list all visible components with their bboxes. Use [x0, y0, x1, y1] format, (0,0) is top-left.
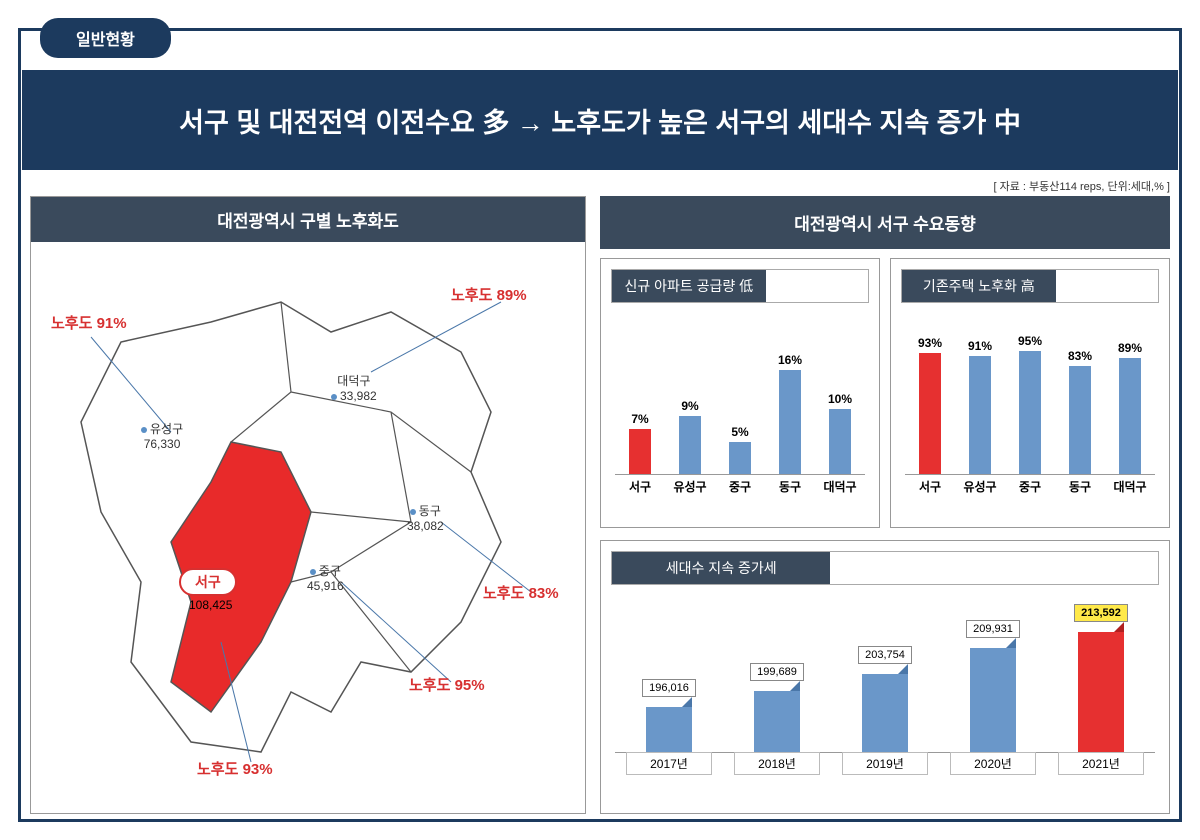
- x-label: 중구: [1008, 478, 1053, 495]
- x-label: 유성구: [668, 478, 713, 495]
- growth-bar: [970, 648, 1016, 752]
- bar-slot: 95%: [1008, 334, 1053, 475]
- bar-slot: 89%: [1108, 341, 1153, 474]
- bar: [679, 416, 701, 475]
- bar: [729, 442, 751, 475]
- right-header-wrap: 대전광역시 서구 수요동향: [600, 196, 1170, 250]
- bar-value: 16%: [778, 353, 802, 367]
- growth-value-label: 213,592: [1074, 604, 1128, 622]
- district-seo: 108,425: [189, 598, 232, 612]
- bar: [1019, 351, 1041, 475]
- bar-slot: 91%: [958, 339, 1003, 474]
- page-title: 서구 및 대전전역 이전수요 多 → 노후도가 높은 서구의 세대수 지속 증가…: [22, 70, 1178, 170]
- bar-value: 9%: [681, 399, 698, 413]
- district-yuseong: 유성구 76,330: [141, 420, 183, 451]
- section-tab: 일반현황: [40, 18, 171, 58]
- growth-bar-slot: 213,592: [1058, 604, 1144, 752]
- panel-map-title: 대전광역시 구별 노후화도: [31, 197, 585, 242]
- growth-value-label: 203,754: [858, 646, 912, 664]
- panel-growth: 세대수 지속 증가세 196,016 199,689 203,754 209,931 2…: [600, 540, 1170, 814]
- growth-title: 세대수 지속 증가세: [612, 552, 830, 584]
- bar-slot: 9%: [668, 399, 713, 475]
- growth-x-label: 2017년: [626, 752, 712, 775]
- bar-slot: 7%: [618, 412, 663, 475]
- panel-aging: 기존주택 노후화 高 93% 91% 95% 83% 89% 서구 유성구 중구 동구 대덕구: [890, 258, 1170, 528]
- bar-value: 7%: [631, 412, 648, 426]
- bar: [779, 370, 801, 474]
- x-label: 중구: [718, 478, 763, 495]
- x-label: 대덕구: [818, 478, 863, 495]
- bar-value: 91%: [968, 339, 992, 353]
- bar-slot: 83%: [1058, 349, 1103, 474]
- growth-value-label: 199,689: [750, 663, 804, 681]
- aging-title: 기존주택 노후화 高: [902, 270, 1056, 302]
- dot-icon: [331, 394, 337, 400]
- x-label: 서구: [618, 478, 663, 495]
- x-label: 대덕구: [1108, 478, 1153, 495]
- growth-x-label: 2018년: [734, 752, 820, 775]
- growth-value-label: 196,016: [642, 679, 696, 697]
- growth-value-label: 209,931: [966, 620, 1020, 638]
- x-label: 유성구: [958, 478, 1003, 495]
- growth-bar-slot: 199,689: [734, 663, 820, 752]
- supply-title: 신규 아파트 공급량 低: [612, 270, 766, 302]
- right-header: 대전광역시 서구 수요동향: [600, 196, 1170, 249]
- aging-title-box: 기존주택 노후화 高: [901, 269, 1159, 303]
- callout-yuseong: 노후도 91%: [51, 312, 127, 333]
- panel-map: 대전광역시 구별 노후화도 유성구 76,330 대덕구 33,982 동: [30, 196, 586, 814]
- dot-icon: [310, 569, 316, 575]
- x-label: 서구: [908, 478, 953, 495]
- bar: [1069, 366, 1091, 474]
- callout-daedeok: 노후도 89%: [451, 284, 527, 305]
- panel-supply: 신규 아파트 공급량 低 7% 9% 5% 16% 10% 서구 유성구 중구 동구 대덕구: [600, 258, 880, 528]
- chart-growth: 196,016 199,689 203,754 209,931 213,592 2017년…: [601, 591, 1169, 781]
- dot-icon: [410, 509, 416, 515]
- growth-bar-slot: 203,754: [842, 646, 928, 752]
- bar: [969, 356, 991, 474]
- bar-value: 95%: [1018, 334, 1042, 348]
- growth-x-label: 2020년: [950, 752, 1036, 775]
- bar: [629, 429, 651, 475]
- bar-value: 10%: [828, 392, 852, 406]
- bar-slot: 93%: [908, 336, 953, 474]
- bar: [919, 353, 941, 474]
- bar-slot: 5%: [718, 425, 763, 475]
- callout-jung: 노후도 95%: [409, 674, 485, 695]
- growth-bar-slot: 209,931: [950, 620, 1036, 752]
- bar: [1119, 358, 1141, 474]
- bar-slot: 10%: [818, 392, 863, 474]
- growth-x-label: 2019년: [842, 752, 928, 775]
- data-source: [ 자료 : 부동산114 reps, 단위:세대,% ]: [994, 178, 1170, 194]
- growth-bar: [754, 691, 800, 752]
- bar-value: 89%: [1118, 341, 1142, 355]
- growth-title-box: 세대수 지속 증가세: [611, 551, 1159, 585]
- growth-bar: [646, 707, 692, 752]
- bar-value: 93%: [918, 336, 942, 350]
- bar-value: 83%: [1068, 349, 1092, 363]
- district-jung: 중구 45,916: [307, 562, 344, 593]
- growth-bar: [1078, 632, 1124, 752]
- growth-bar-slot: 196,016: [626, 679, 712, 752]
- callout-seo: 노후도 93%: [197, 758, 273, 779]
- district-dong: 동구 38,082: [407, 502, 444, 533]
- growth-bar: [862, 674, 908, 752]
- x-label: 동구: [1058, 478, 1103, 495]
- supply-title-box: 신규 아파트 공급량 低: [611, 269, 869, 303]
- bar-value: 5%: [731, 425, 748, 439]
- chart-aging: 93% 91% 95% 83% 89% 서구 유성구 중구 동구 대덕구: [891, 307, 1169, 497]
- x-label: 동구: [768, 478, 813, 495]
- chart-supply: 7% 9% 5% 16% 10% 서구 유성구 중구 동구 대덕구: [601, 307, 879, 497]
- growth-x-label: 2021년: [1058, 752, 1144, 775]
- bar-slot: 16%: [768, 353, 813, 474]
- district-daedeok: 대덕구 33,982: [331, 372, 377, 403]
- bar: [829, 409, 851, 474]
- map-area: 유성구 76,330 대덕구 33,982 동구 38,082 중구 45,91…: [31, 242, 585, 802]
- dot-icon: [141, 427, 147, 433]
- callout-dong: 노후도 83%: [483, 582, 559, 603]
- seogu-badge: 서구: [179, 568, 237, 596]
